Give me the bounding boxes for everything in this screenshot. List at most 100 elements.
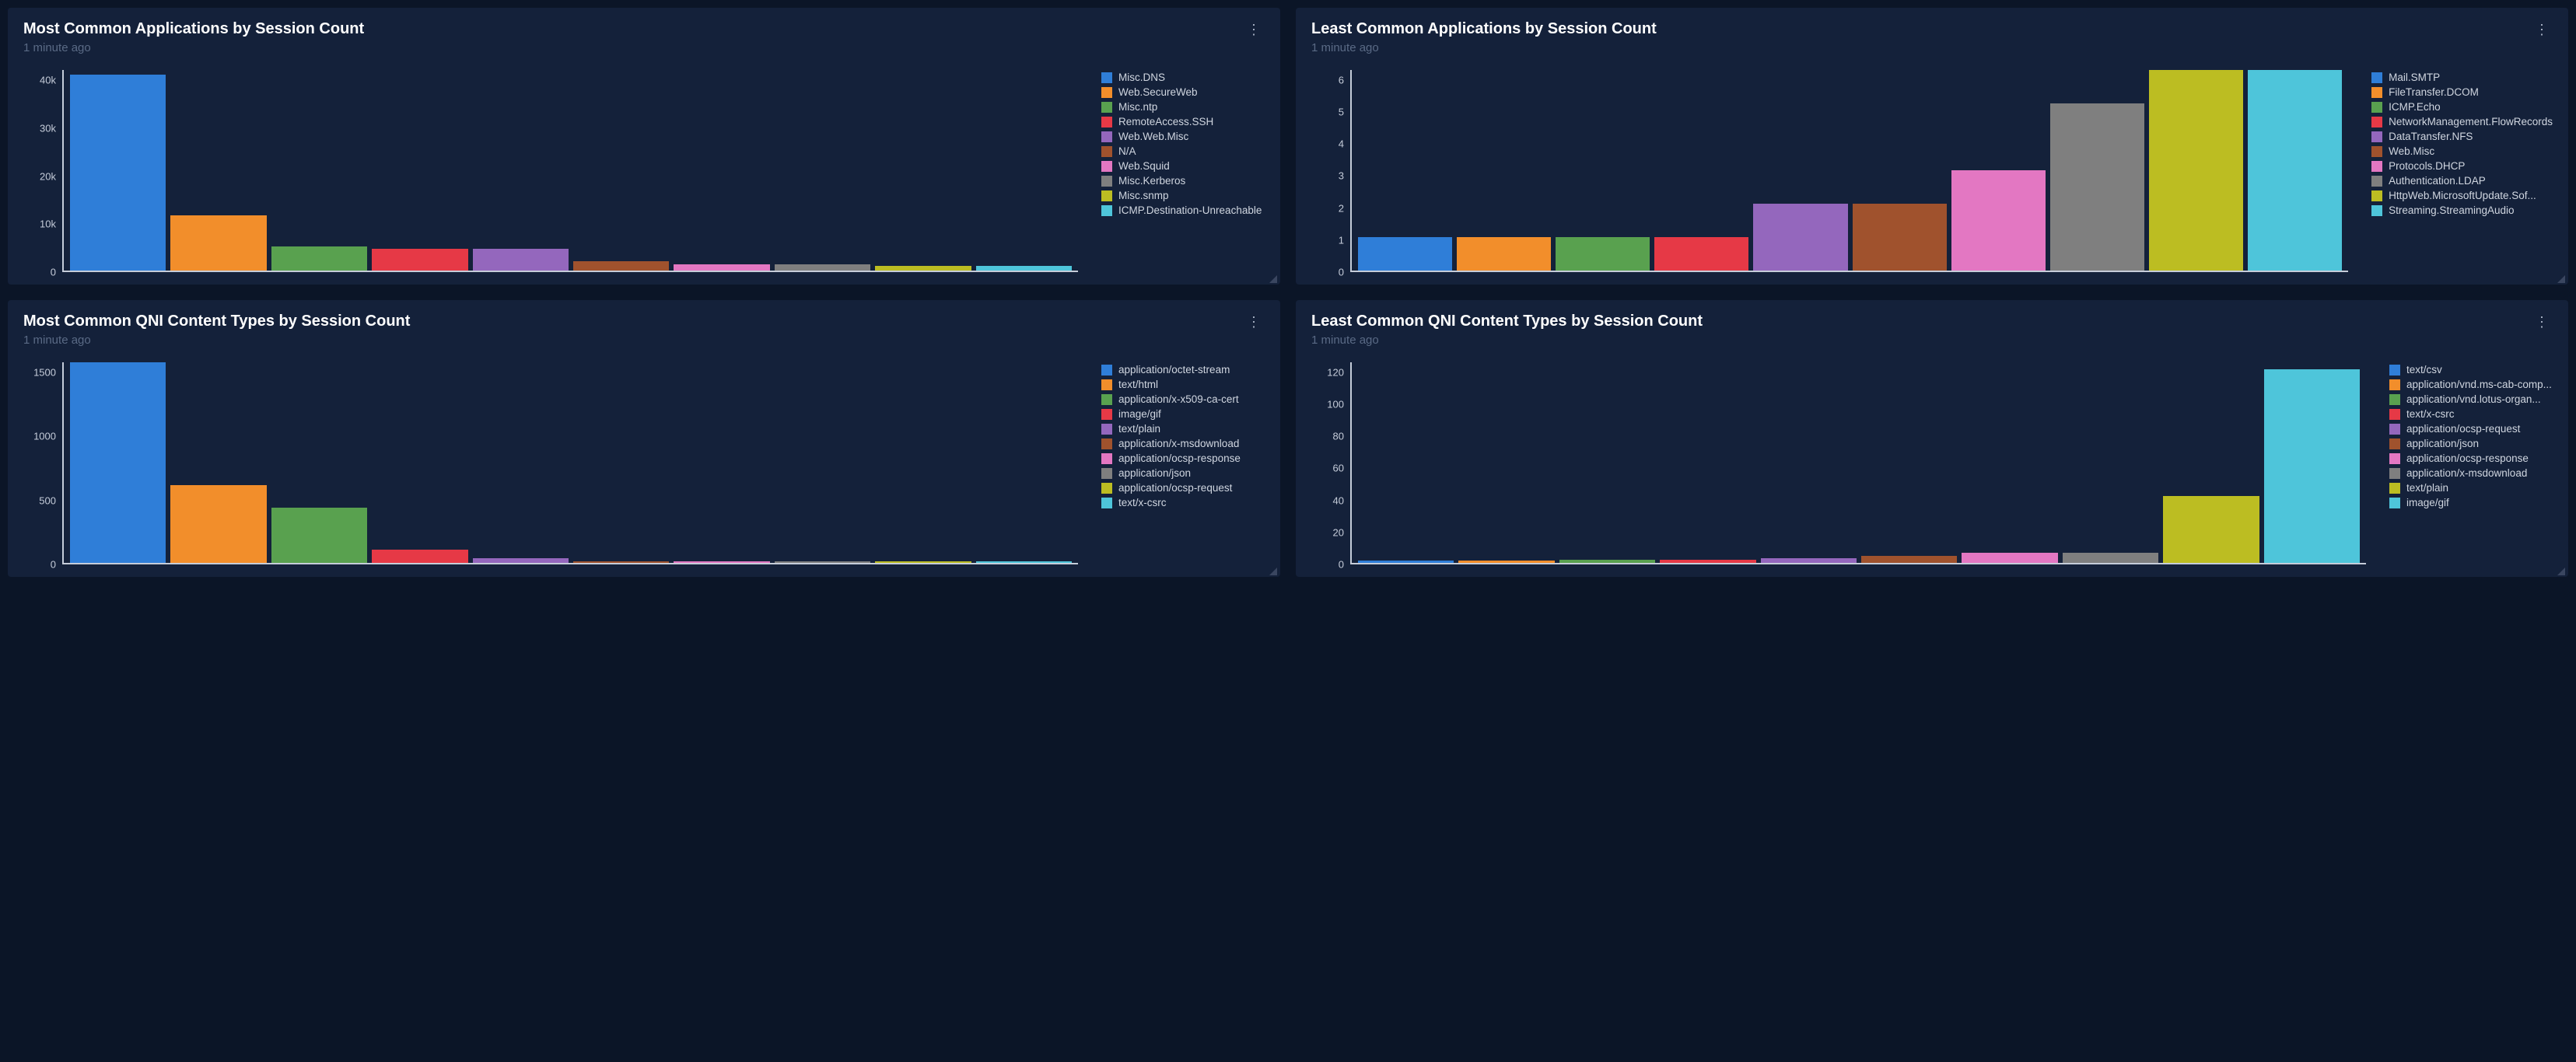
legend-item[interactable]: text/plain	[2389, 482, 2553, 494]
bar[interactable]	[1853, 204, 1947, 271]
bar[interactable]	[1358, 237, 1452, 271]
legend-item[interactable]: Authentication.LDAP	[2371, 175, 2553, 187]
resize-handle-icon[interactable]	[2557, 568, 2565, 575]
legend-item[interactable]: FileTransfer.DCOM	[2371, 86, 2553, 98]
bar[interactable]	[473, 249, 569, 271]
legend-item[interactable]: text/csv	[2389, 364, 2553, 376]
legend-item[interactable]: Web.Squid	[1101, 160, 1265, 172]
legend-item[interactable]: image/gif	[2389, 497, 2553, 508]
legend-label: application/ocsp-request	[2406, 423, 2520, 435]
legend-item[interactable]: Web.SecureWeb	[1101, 86, 1265, 98]
bar[interactable]	[1951, 170, 2046, 271]
bar[interactable]	[1861, 556, 1957, 563]
bar[interactable]	[1457, 237, 1551, 271]
legend-item[interactable]: text/html	[1101, 379, 1265, 390]
bar[interactable]	[170, 485, 266, 563]
bar[interactable]	[2264, 369, 2360, 563]
bar[interactable]	[674, 264, 769, 271]
y-axis: 050010001500	[23, 362, 62, 564]
y-tick: 120	[1327, 368, 1344, 378]
legend-item[interactable]: Misc.DNS	[1101, 72, 1265, 83]
legend-item[interactable]: application/octet-stream	[1101, 364, 1265, 376]
legend-item[interactable]: application/x-x509-ca-cert	[1101, 393, 1265, 405]
legend-label: Streaming.StreamingAudio	[2389, 204, 2514, 216]
bar[interactable]	[1556, 237, 1650, 271]
legend-label: Web.Squid	[1118, 160, 1170, 172]
bar[interactable]	[70, 362, 166, 563]
legend-item[interactable]: application/ocsp-request	[2389, 423, 2553, 435]
bar[interactable]	[976, 561, 1072, 563]
bar[interactable]	[875, 561, 971, 563]
bar[interactable]	[573, 561, 669, 563]
kebab-menu-icon[interactable]: ⋮	[2530, 20, 2553, 40]
legend-item[interactable]: application/vnd.lotus-organ...	[2389, 393, 2553, 405]
bar[interactable]	[1358, 561, 1454, 563]
legend-item[interactable]: Misc.ntp	[1101, 101, 1265, 113]
bar[interactable]	[1660, 560, 1755, 563]
legend-item[interactable]: Misc.Kerberos	[1101, 175, 1265, 187]
bar[interactable]	[473, 558, 569, 563]
legend-item[interactable]: Web.Misc	[2371, 145, 2553, 157]
legend-item[interactable]: application/json	[2389, 438, 2553, 449]
bar[interactable]	[775, 264, 870, 271]
legend-item[interactable]: text/x-csrc	[2389, 408, 2553, 420]
legend-item[interactable]: text/plain	[1101, 423, 1265, 435]
legend-item[interactable]: NetworkManagement.FlowRecords	[2371, 116, 2553, 128]
bar[interactable]	[1761, 558, 1857, 563]
bar[interactable]	[1559, 560, 1655, 563]
legend-label: application/x-x509-ca-cert	[1118, 393, 1239, 405]
legend-item[interactable]: application/vnd.ms-cab-comp...	[2389, 379, 2553, 390]
bar[interactable]	[775, 561, 870, 563]
bar[interactable]	[1654, 237, 1748, 271]
bar[interactable]	[2248, 70, 2342, 271]
kebab-menu-icon[interactable]: ⋮	[2530, 313, 2553, 332]
legend-item[interactable]: Web.Web.Misc	[1101, 131, 1265, 142]
legend-swatch-icon	[2389, 483, 2400, 494]
bar[interactable]	[271, 246, 367, 271]
bar[interactable]	[976, 266, 1072, 271]
legend-item[interactable]: application/json	[1101, 467, 1265, 479]
resize-handle-icon[interactable]	[1269, 568, 1277, 575]
resize-handle-icon[interactable]	[2557, 275, 2565, 283]
chart-body: 020406080100120	[1311, 362, 2366, 564]
panel-title: Least Common Applications by Session Cou…	[1311, 20, 1657, 38]
legend-item[interactable]: Misc.snmp	[1101, 190, 1265, 201]
bar[interactable]	[2063, 553, 2158, 563]
bar[interactable]	[2149, 70, 2243, 271]
legend-item[interactable]: application/x-msdownload	[2389, 467, 2553, 479]
bar[interactable]	[573, 261, 669, 271]
legend-item[interactable]: ICMP.Echo	[2371, 101, 2553, 113]
legend-item[interactable]: RemoteAccess.SSH	[1101, 116, 1265, 128]
resize-handle-icon[interactable]	[1269, 275, 1277, 283]
legend-item[interactable]: image/gif	[1101, 408, 1265, 420]
bar[interactable]	[372, 550, 467, 563]
bar[interactable]	[372, 249, 467, 271]
legend-item[interactable]: Protocols.DHCP	[2371, 160, 2553, 172]
bar[interactable]	[674, 561, 769, 563]
bar[interactable]	[2050, 103, 2144, 271]
legend-item[interactable]: application/ocsp-response	[2389, 452, 2553, 464]
legend-label: RemoteAccess.SSH	[1118, 116, 1213, 128]
bar[interactable]	[1458, 561, 1554, 563]
bar-plot	[62, 362, 1078, 564]
legend-item[interactable]: Mail.SMTP	[2371, 72, 2553, 83]
legend-item[interactable]: application/x-msdownload	[1101, 438, 1265, 449]
bar[interactable]	[70, 75, 166, 271]
legend-item[interactable]: Streaming.StreamingAudio	[2371, 204, 2553, 216]
bar[interactable]	[1753, 204, 1847, 271]
legend-item[interactable]: application/ocsp-request	[1101, 482, 1265, 494]
legend-label: application/x-msdownload	[1118, 438, 1239, 449]
bar[interactable]	[1962, 553, 2057, 563]
bar[interactable]	[170, 215, 266, 271]
legend-item[interactable]: text/x-csrc	[1101, 497, 1265, 508]
bar[interactable]	[271, 508, 367, 563]
legend-item[interactable]: ICMP.Destination-Unreachable	[1101, 204, 1265, 216]
bar[interactable]	[875, 266, 971, 271]
legend-item[interactable]: DataTransfer.NFS	[2371, 131, 2553, 142]
legend-item[interactable]: HttpWeb.MicrosoftUpdate.Sof...	[2371, 190, 2553, 201]
legend-item[interactable]: application/ocsp-response	[1101, 452, 1265, 464]
bar[interactable]	[2163, 496, 2259, 563]
kebab-menu-icon[interactable]: ⋮	[1242, 313, 1265, 332]
kebab-menu-icon[interactable]: ⋮	[1242, 20, 1265, 40]
legend-item[interactable]: N/A	[1101, 145, 1265, 157]
